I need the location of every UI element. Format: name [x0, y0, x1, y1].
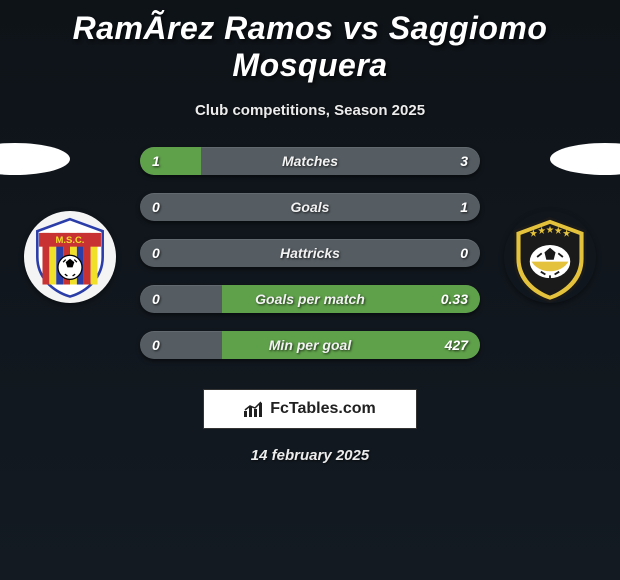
crest-left-icon: M.S.C. [27, 214, 113, 300]
brand-chart-icon [244, 401, 264, 417]
stats-container: 1Matches30Goals10Hattricks00Goals per ma… [140, 147, 480, 377]
stat-label: Goals [140, 193, 480, 221]
stat-row: 0Goals1 [140, 193, 480, 221]
svg-text:M.S.C.: M.S.C. [56, 235, 85, 246]
stat-row: 0Hattricks0 [140, 239, 480, 267]
club-badge-left: M.S.C. [24, 211, 116, 303]
stat-value-right: 427 [445, 331, 468, 359]
club-badge-right [504, 211, 596, 303]
brand-text: FcTables.com [270, 400, 376, 418]
club-badge-right-circle [504, 211, 596, 303]
stat-row: 0Min per goal427 [140, 331, 480, 359]
page-title: RamÃ­rez Ramos vs Saggiomo Mosquera [0, 0, 620, 84]
stat-value-right: 0.33 [441, 285, 468, 313]
stat-row: 1Matches3 [140, 147, 480, 175]
stat-label: Goals per match [140, 285, 480, 313]
stat-value-right: 1 [460, 193, 468, 221]
ellipse-left-decor [0, 143, 70, 175]
club-badge-left-circle: M.S.C. [24, 211, 116, 303]
stat-label: Min per goal [140, 331, 480, 359]
subtitle: Club competitions, Season 2025 [0, 102, 620, 119]
stat-value-right: 3 [460, 147, 468, 175]
stat-label: Hattricks [140, 239, 480, 267]
date-text: 14 february 2025 [0, 447, 620, 464]
stat-row: 0Goals per match0.33 [140, 285, 480, 313]
stat-value-right: 0 [460, 239, 468, 267]
ellipse-right-decor [550, 143, 620, 175]
brand-badge[interactable]: FcTables.com [203, 389, 417, 429]
stat-label: Matches [140, 147, 480, 175]
crest-right-icon [504, 211, 596, 303]
